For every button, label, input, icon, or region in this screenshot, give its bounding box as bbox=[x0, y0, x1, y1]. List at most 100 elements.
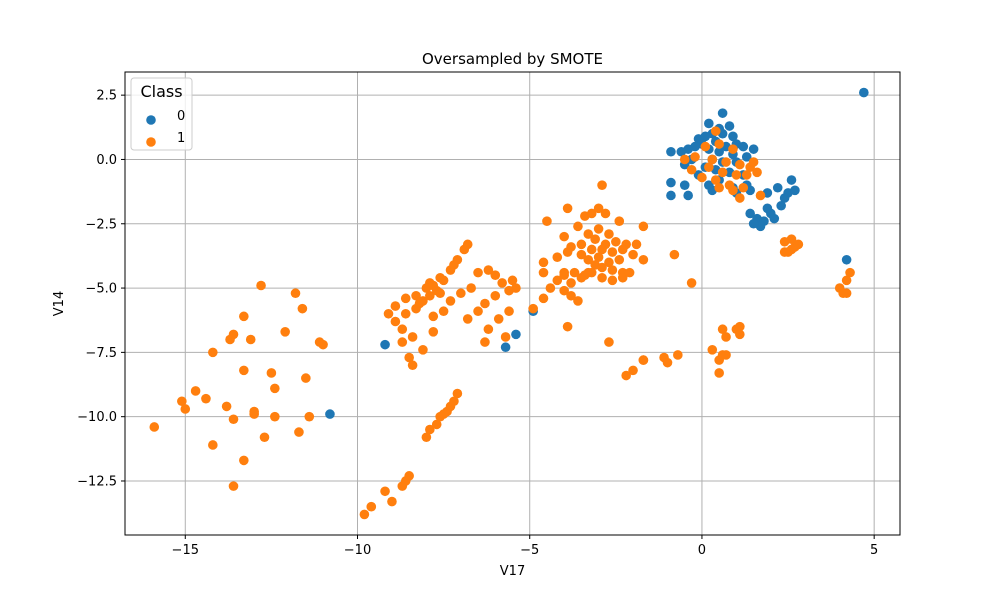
scatter-point-class-1 bbox=[562, 203, 573, 214]
scatter-point-class-0 bbox=[511, 329, 521, 340]
scatter-point-class-1 bbox=[201, 393, 211, 404]
scatter-point-class-1 bbox=[566, 290, 576, 301]
scatter-point-class-1 bbox=[438, 409, 449, 419]
scatter-point-class-1 bbox=[359, 509, 370, 520]
scatter-point-class-0 bbox=[741, 152, 752, 162]
scatter-point-class-0 bbox=[776, 200, 786, 211]
scatter-point-class-1 bbox=[662, 357, 673, 368]
scatter-point-class-1 bbox=[490, 290, 501, 301]
scatter-point-class-1 bbox=[838, 288, 848, 299]
scatter-point-class-1 bbox=[559, 285, 569, 296]
legend-label-class-0: 0 bbox=[177, 109, 185, 124]
scatter-point-class-1 bbox=[366, 501, 377, 512]
scatter-point-class-1 bbox=[710, 175, 721, 185]
scatter-point-class-1 bbox=[538, 293, 549, 304]
scatter-point-class-1 bbox=[721, 350, 731, 360]
scatter-point-class-1 bbox=[611, 236, 621, 247]
scatter-point-class-1 bbox=[538, 267, 549, 278]
scatter-point-class-1 bbox=[735, 193, 745, 203]
scatter-point-class-1 bbox=[583, 254, 594, 265]
scatter-point-class-1 bbox=[280, 326, 290, 337]
scatter-point-class-1 bbox=[673, 350, 683, 360]
scatter-point-class-1 bbox=[614, 216, 625, 226]
scatter-point-class-1 bbox=[466, 283, 476, 293]
scatter-point-class-1 bbox=[511, 283, 521, 293]
plot-area-frame bbox=[124, 71, 901, 536]
scatter-point-class-0 bbox=[500, 342, 511, 353]
scatter-point-class-1 bbox=[493, 314, 504, 324]
scatter-point-class-1 bbox=[380, 486, 390, 497]
scatter-point-class-1 bbox=[538, 257, 549, 268]
scatter-point-class-0 bbox=[841, 254, 852, 265]
scatter-point-class-1 bbox=[483, 265, 494, 275]
scatter-point-class-1 bbox=[604, 337, 614, 347]
scatter-point-class-1 bbox=[755, 190, 766, 201]
scatter-point-class-0 bbox=[679, 180, 690, 190]
scatter-point-class-1 bbox=[586, 208, 597, 219]
scatter-point-class-1 bbox=[180, 404, 191, 414]
legend-marker-class-1 bbox=[146, 137, 156, 147]
scatter-point-class-1 bbox=[786, 244, 797, 255]
scatter-point-class-1 bbox=[390, 316, 401, 327]
scatter-point-class-1 bbox=[428, 326, 439, 337]
scatter-point-class-1 bbox=[294, 427, 304, 437]
scatter-point-class-1 bbox=[573, 221, 583, 232]
scatter-point-class-1 bbox=[593, 224, 604, 234]
scatter-point-class-1 bbox=[638, 355, 649, 365]
scatter-point-class-1 bbox=[228, 481, 239, 491]
scatter-point-class-1 bbox=[387, 496, 397, 507]
y-axis-label: V14 bbox=[52, 291, 67, 316]
scatter-point-class-1 bbox=[700, 141, 711, 152]
scatter-point-class-1 bbox=[721, 332, 731, 342]
legend-box bbox=[130, 77, 193, 151]
scatter-point-class-1 bbox=[528, 303, 538, 314]
scatter-point-class-1 bbox=[607, 247, 618, 257]
scatter-point-class-1 bbox=[239, 455, 249, 466]
scatter-point-class-1 bbox=[149, 422, 160, 432]
scatter-point-class-1 bbox=[462, 239, 473, 250]
scatter-point-class-1 bbox=[562, 247, 573, 257]
scatter-point-class-1 bbox=[239, 311, 249, 322]
scatter-point-class-1 bbox=[559, 270, 569, 281]
scatter-point-class-1 bbox=[297, 303, 308, 314]
scatter-point-class-1 bbox=[507, 275, 518, 286]
scatter-point-class-0 bbox=[748, 218, 759, 229]
scatter-point-class-0 bbox=[666, 177, 676, 188]
scatter-point-class-0 bbox=[380, 339, 390, 350]
scatter-point-class-1 bbox=[414, 298, 425, 309]
y-tick-label: −2.5 bbox=[85, 217, 117, 232]
scatter-point-class-1 bbox=[397, 324, 408, 335]
scatter-point-class-1 bbox=[638, 221, 649, 232]
scatter-point-class-1 bbox=[621, 370, 631, 381]
y-tick-label: −5.0 bbox=[85, 282, 117, 297]
scatter-point-class-1 bbox=[597, 244, 607, 255]
scatter-point-class-1 bbox=[628, 365, 638, 376]
scatter-point-class-1 bbox=[228, 329, 239, 340]
scatter-point-class-1 bbox=[576, 239, 587, 250]
scatter-point-class-1 bbox=[190, 386, 201, 396]
scatter-point-class-1 bbox=[473, 267, 483, 278]
scatter-point-class-1 bbox=[735, 329, 745, 340]
scatter-point-class-1 bbox=[552, 252, 563, 262]
scatter-point-class-1 bbox=[542, 216, 552, 226]
scatter-point-class-1 bbox=[438, 306, 449, 317]
scatter-point-class-1 bbox=[714, 368, 724, 378]
x-tick-label: 5 bbox=[870, 543, 878, 558]
scatter-point-class-1 bbox=[597, 180, 607, 190]
scatter-point-class-1 bbox=[617, 244, 628, 255]
scatter-point-class-0 bbox=[717, 108, 728, 118]
scatter-point-class-1 bbox=[418, 345, 428, 355]
scatter-point-class-0 bbox=[745, 208, 755, 219]
scatter-point-class-0 bbox=[772, 182, 783, 193]
scatter-point-class-1 bbox=[473, 306, 483, 317]
scatter-point-class-1 bbox=[480, 298, 490, 309]
y-tick-label: 0.0 bbox=[96, 153, 117, 168]
scatter-point-class-1 bbox=[741, 170, 752, 180]
scatter-point-class-0 bbox=[786, 175, 797, 185]
scatter-point-class-1 bbox=[697, 172, 707, 183]
scatter-point-class-0 bbox=[704, 118, 714, 129]
scatter-point-class-1 bbox=[714, 139, 724, 149]
scatter-point-class-1 bbox=[786, 234, 797, 244]
